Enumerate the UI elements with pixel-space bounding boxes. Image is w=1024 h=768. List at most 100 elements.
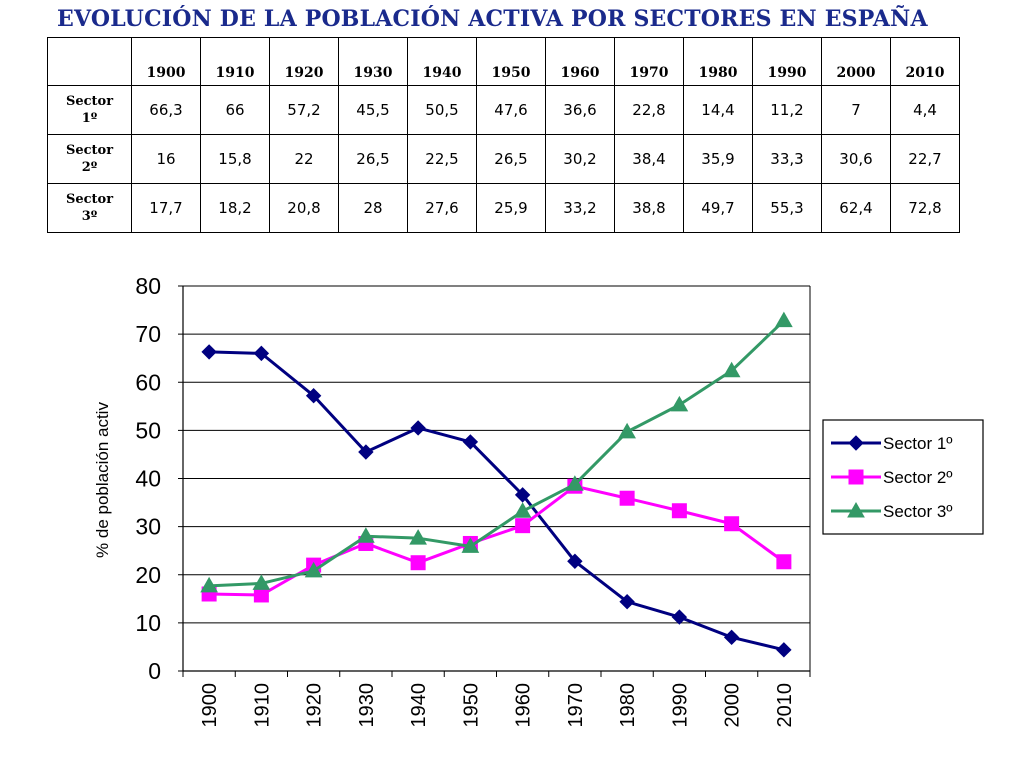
table-cell: 33,3 — [752, 134, 822, 184]
page-title: EVOLUCIÓN DE LA POBLACIÓN ACTIVA POR SEC… — [57, 6, 928, 32]
data-point — [775, 311, 793, 328]
x-tick-label: 1900 — [199, 683, 221, 728]
series-line — [209, 484, 785, 597]
data-point — [357, 527, 375, 543]
table-cell: 16 — [131, 134, 201, 184]
table-cell: 30,2 — [545, 134, 615, 184]
data-point — [619, 593, 635, 610]
data-point — [305, 388, 322, 404]
series-line — [209, 319, 785, 588]
table-cell: 28 — [338, 183, 408, 233]
table-cell: 72,8 — [890, 183, 960, 233]
legend-swatch-marker — [848, 469, 864, 485]
table-cell: 66 — [200, 85, 270, 135]
x-tick-label: 1990 — [669, 683, 691, 728]
y-tick-label: 70 — [135, 321, 161, 347]
data-point — [513, 502, 532, 518]
table-row-sector-1: Sector 1º 66,3 66 57,2 45,5 50,5 47,6 36,… — [47, 85, 960, 135]
table-cell: 18,2 — [200, 183, 270, 233]
x-tick-label: 1980 — [617, 683, 639, 728]
y-tick-label: 10 — [135, 610, 161, 636]
data-point — [670, 395, 689, 412]
legend: Sector 1º Sector 2º Sector 3º — [822, 419, 984, 535]
legend-item: Sector 2º — [831, 468, 953, 487]
series-2 — [201, 478, 792, 603]
row-label: Sector 3º — [47, 183, 132, 233]
year-header: 2010 — [890, 37, 960, 86]
y-tick-label: 20 — [135, 562, 161, 588]
data-point — [567, 553, 583, 569]
data-point — [566, 475, 584, 491]
row-label: Sector 2º — [47, 134, 132, 184]
table-cell: 47,6 — [476, 85, 546, 135]
x-tick-label: 1940 — [408, 683, 430, 728]
series-line — [209, 350, 785, 652]
data-point — [253, 587, 269, 603]
data-point — [358, 444, 374, 460]
year-header: 1980 — [683, 37, 753, 86]
y-tick-label: 80 — [135, 273, 161, 299]
series-1 — [201, 344, 792, 658]
plot-series — [200, 311, 793, 658]
data-point — [410, 555, 426, 571]
legend-swatch-marker — [847, 501, 865, 518]
year-header: 1990 — [752, 37, 822, 86]
table-corner-cell — [47, 37, 132, 86]
data-point — [462, 434, 479, 450]
legend-swatch-marker — [848, 435, 864, 451]
y-tick-label: 50 — [135, 417, 161, 443]
data-table: 1900 1910 1920 1930 1940 1950 1960 1970 … — [47, 37, 960, 233]
table-cell: 49,7 — [683, 183, 753, 233]
y-tick-label: 0 — [148, 658, 161, 684]
table-row-sector-2: Sector 2º 16 15,8 22 26,5 22,5 26,5 30,2 … — [47, 134, 960, 184]
table-cell: 57,2 — [269, 85, 339, 135]
data-point — [724, 516, 740, 532]
gridlines — [183, 285, 811, 671]
x-tick-label: 1930 — [356, 683, 378, 728]
table-cell: 22,8 — [614, 85, 684, 135]
legend-label: Sector 3º — [883, 502, 953, 521]
year-header: 1960 — [545, 37, 615, 86]
legend-label: Sector 1º — [883, 434, 953, 453]
data-point — [722, 361, 741, 378]
table-cell: 62,4 — [821, 183, 891, 233]
data-point — [200, 576, 218, 593]
data-point — [201, 344, 217, 360]
y-tick-label: 60 — [135, 369, 161, 395]
x-axis: 1900 1910 1920 1930 1940 1950 1960 1970 1980 1990… — [182, 670, 811, 728]
table-cell: 45,5 — [338, 85, 408, 135]
data-point — [776, 642, 792, 658]
data-point — [409, 529, 427, 545]
data-point — [671, 609, 688, 625]
table-cell: 15,8 — [200, 134, 270, 184]
data-point — [304, 561, 323, 578]
x-tick-label: 1910 — [251, 683, 273, 728]
data-point — [253, 345, 270, 362]
table-row-sector-3: Sector 3º 17,7 18,2 20,8 28 27,6 25,9 33,… — [47, 183, 960, 233]
x-tick-label: 2010 — [774, 683, 796, 728]
data-point — [723, 629, 740, 646]
table-cell: 22,7 — [890, 134, 960, 184]
x-tick-label: 1950 — [460, 683, 482, 728]
row-label: Sector 1º — [47, 85, 132, 135]
legend-label: Sector 2º — [883, 468, 953, 487]
table-cell: 14,4 — [683, 85, 753, 135]
data-point — [461, 537, 480, 553]
data-point — [514, 487, 531, 503]
data-point — [252, 574, 271, 590]
y-axis-label: % de población activ — [93, 402, 112, 558]
data-point — [776, 554, 792, 570]
table-cell: 20,8 — [269, 183, 339, 233]
legend-item: Sector 3º — [831, 501, 953, 521]
y-tick-label: 30 — [135, 514, 161, 540]
year-header: 1940 — [407, 37, 477, 86]
y-axis: 0 10 20 30 40 50 60 70 80 — [135, 273, 184, 684]
legend-item: Sector 1º — [831, 434, 953, 453]
year-header: 1970 — [614, 37, 684, 86]
table-cell: 38,4 — [614, 134, 684, 184]
data-point — [618, 422, 636, 439]
x-tick-label: 1920 — [304, 683, 326, 728]
table-cell: 25,9 — [476, 183, 546, 233]
table-cell: 17,7 — [131, 183, 201, 233]
